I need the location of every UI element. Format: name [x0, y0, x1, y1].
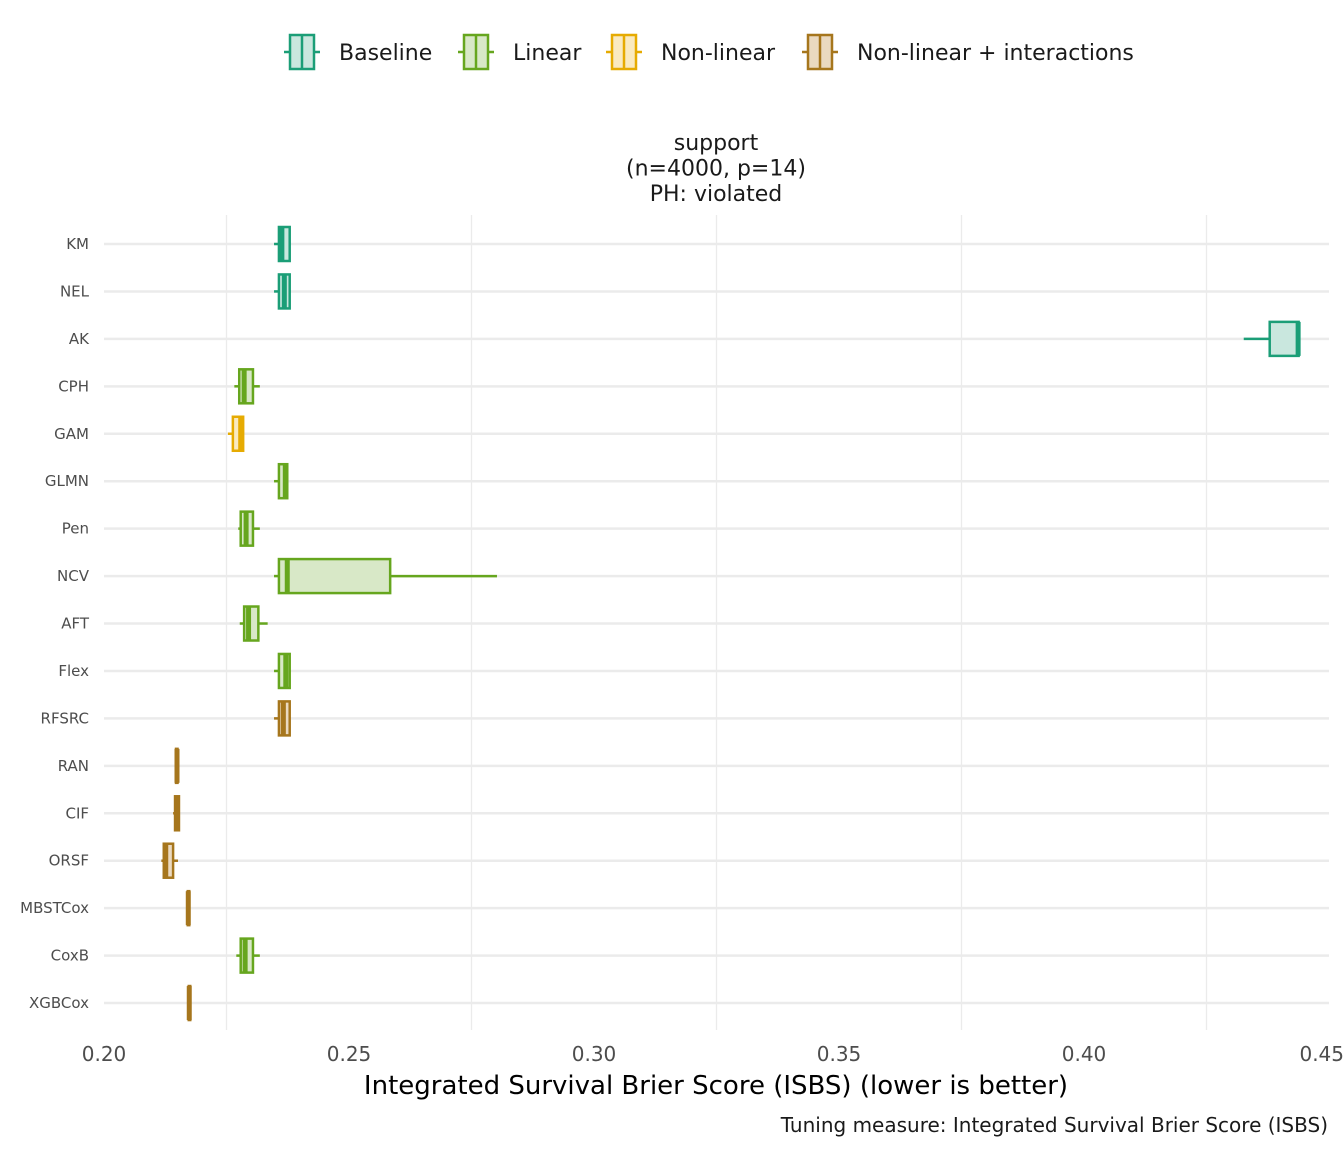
title-line: support [674, 131, 759, 156]
legend-item-linear: Linear [458, 33, 582, 71]
boxplot-ran [174, 747, 180, 785]
y-tick-label: GLMN [45, 472, 89, 490]
boxplots [161, 225, 1301, 1022]
y-tick-label: KM [66, 235, 89, 253]
y-tick-label: Flex [58, 662, 89, 680]
y-tick-label: CPH [58, 377, 89, 395]
y-tick-label: NCV [57, 567, 90, 585]
boxplot-flex [274, 652, 291, 690]
legend-label: Linear [513, 41, 582, 66]
x-tick-label: 0.30 [572, 1042, 617, 1066]
y-tick-label: RFSRC [41, 709, 89, 727]
x-tick-label: 0.25 [327, 1042, 372, 1066]
legend-item-non-linear-interactions: Non-linear + interactions [802, 33, 1134, 71]
legend-item-non-linear: Non-linear [606, 33, 776, 71]
box [277, 557, 392, 595]
legend-item-baseline: Baseline [284, 33, 432, 71]
y-tick-label: CoxB [51, 947, 89, 965]
boxplot-nel [274, 273, 291, 310]
x-tick-label: 0.40 [1062, 1042, 1107, 1066]
boxplot-orsf [161, 842, 178, 879]
boxplot-ak [1243, 320, 1301, 358]
boxplot-ncv [274, 557, 497, 595]
boxplot-pen [238, 510, 260, 547]
title-line: (n=4000, p=14) [626, 157, 806, 182]
boxplot-coxb [236, 937, 260, 974]
y-tick-label: Pen [62, 520, 89, 538]
x-axis-label: Integrated Survival Brier Score (ISBS) (… [364, 1071, 1068, 1101]
x-tick-label: 0.20 [82, 1042, 127, 1066]
grid [104, 215, 1329, 1030]
boxplot-km [274, 225, 291, 263]
boxplot-gam [227, 415, 245, 453]
boxplot-xgbcox [186, 984, 192, 1022]
boxplot-aft [239, 605, 268, 642]
y-tick-label: MBSTCox [20, 899, 89, 917]
y-tick-label: CIF [65, 804, 89, 822]
legend-label: Non-linear + interactions [857, 41, 1134, 66]
boxplot-cph [234, 368, 260, 405]
x-tick-label: 0.45 [1299, 1042, 1344, 1066]
y-tick-label: XGBCox [29, 994, 89, 1012]
x-axis-ticks: 0.20 0.25 0.30 0.35 0.40 0.45 [82, 1042, 1344, 1066]
boxplot-cif [173, 795, 181, 832]
y-tick-label: AK [69, 330, 90, 348]
y-tick-label: ORSF [49, 852, 89, 870]
y-tick-label: AFT [61, 615, 90, 633]
legend: Baseline Linear Non-linear Non-linear + int… [284, 33, 1134, 71]
title-line: PH: violated [650, 182, 783, 207]
boxplot-glmn [274, 462, 289, 500]
y-tick-label: RAN [58, 757, 89, 775]
caption: Tuning measure: Integrated Survival Brie… [780, 1113, 1328, 1137]
x-tick-label: 0.35 [817, 1042, 862, 1066]
boxplot-rfsrc [274, 700, 291, 737]
legend-label: Baseline [339, 41, 432, 66]
y-tick-label: GAM [54, 425, 89, 443]
legend-label: Non-linear [661, 41, 776, 66]
y-tick-label: NEL [60, 282, 90, 300]
y-axis-ticks: KM NEL AK CPH GAM GLMN Pen NCV AFT Flex RFSRC RAN CI… [20, 235, 90, 1012]
boxplot-mbstcox [185, 889, 191, 927]
chart-title: support(n=4000, p=14)PH: violated [626, 131, 806, 207]
box [1268, 320, 1300, 358]
